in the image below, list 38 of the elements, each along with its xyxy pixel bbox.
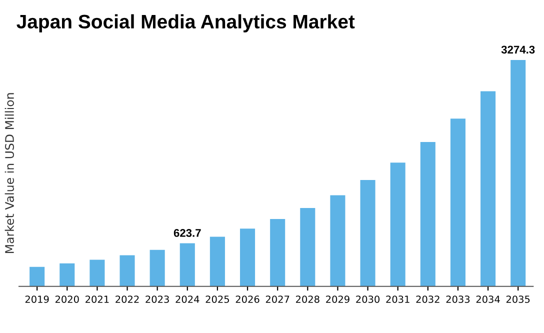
x-tick-label: 2030 <box>356 296 380 303</box>
x-tick-label: 2033 <box>446 296 470 303</box>
bar <box>330 195 346 286</box>
bar <box>390 162 406 286</box>
bar <box>120 255 135 286</box>
bar <box>150 250 165 286</box>
x-tick-label: 2019 <box>25 296 49 303</box>
bar <box>360 180 376 286</box>
x-tick-label: 2024 <box>176 296 200 303</box>
x-tick-label: 2021 <box>86 296 109 303</box>
x-tick-label: 2035 <box>506 296 530 303</box>
bar <box>180 243 195 286</box>
x-tick-label: 2023 <box>146 296 169 303</box>
bar <box>420 142 436 286</box>
x-tick-label: 2032 <box>416 296 440 303</box>
x-tick-label: 2034 <box>476 296 500 303</box>
chart-title: Japan Social Media Analytics Market <box>16 14 355 32</box>
bar <box>60 263 75 286</box>
bar <box>480 91 496 286</box>
x-tick-label: 2031 <box>386 296 410 303</box>
x-tick-label: 2020 <box>55 296 79 303</box>
bar <box>30 266 45 286</box>
data-label: 623.7 <box>174 229 201 237</box>
bar <box>450 118 466 286</box>
bar <box>510 60 526 286</box>
bar <box>270 218 286 286</box>
x-tick-label: 2027 <box>266 296 290 303</box>
bar <box>300 208 316 286</box>
y-axis-title: Market Value in USD Million <box>4 93 14 253</box>
x-tick-label: 2022 <box>116 296 139 303</box>
x-tick-label: 2029 <box>326 296 350 303</box>
bar <box>240 228 256 286</box>
x-tick-label: 2028 <box>296 296 320 303</box>
bar <box>90 260 105 286</box>
bar <box>210 236 225 286</box>
x-tick-label: 2025 <box>206 296 229 303</box>
x-tick-label: 2026 <box>236 296 260 303</box>
data-label: 3274.3 <box>501 46 535 54</box>
